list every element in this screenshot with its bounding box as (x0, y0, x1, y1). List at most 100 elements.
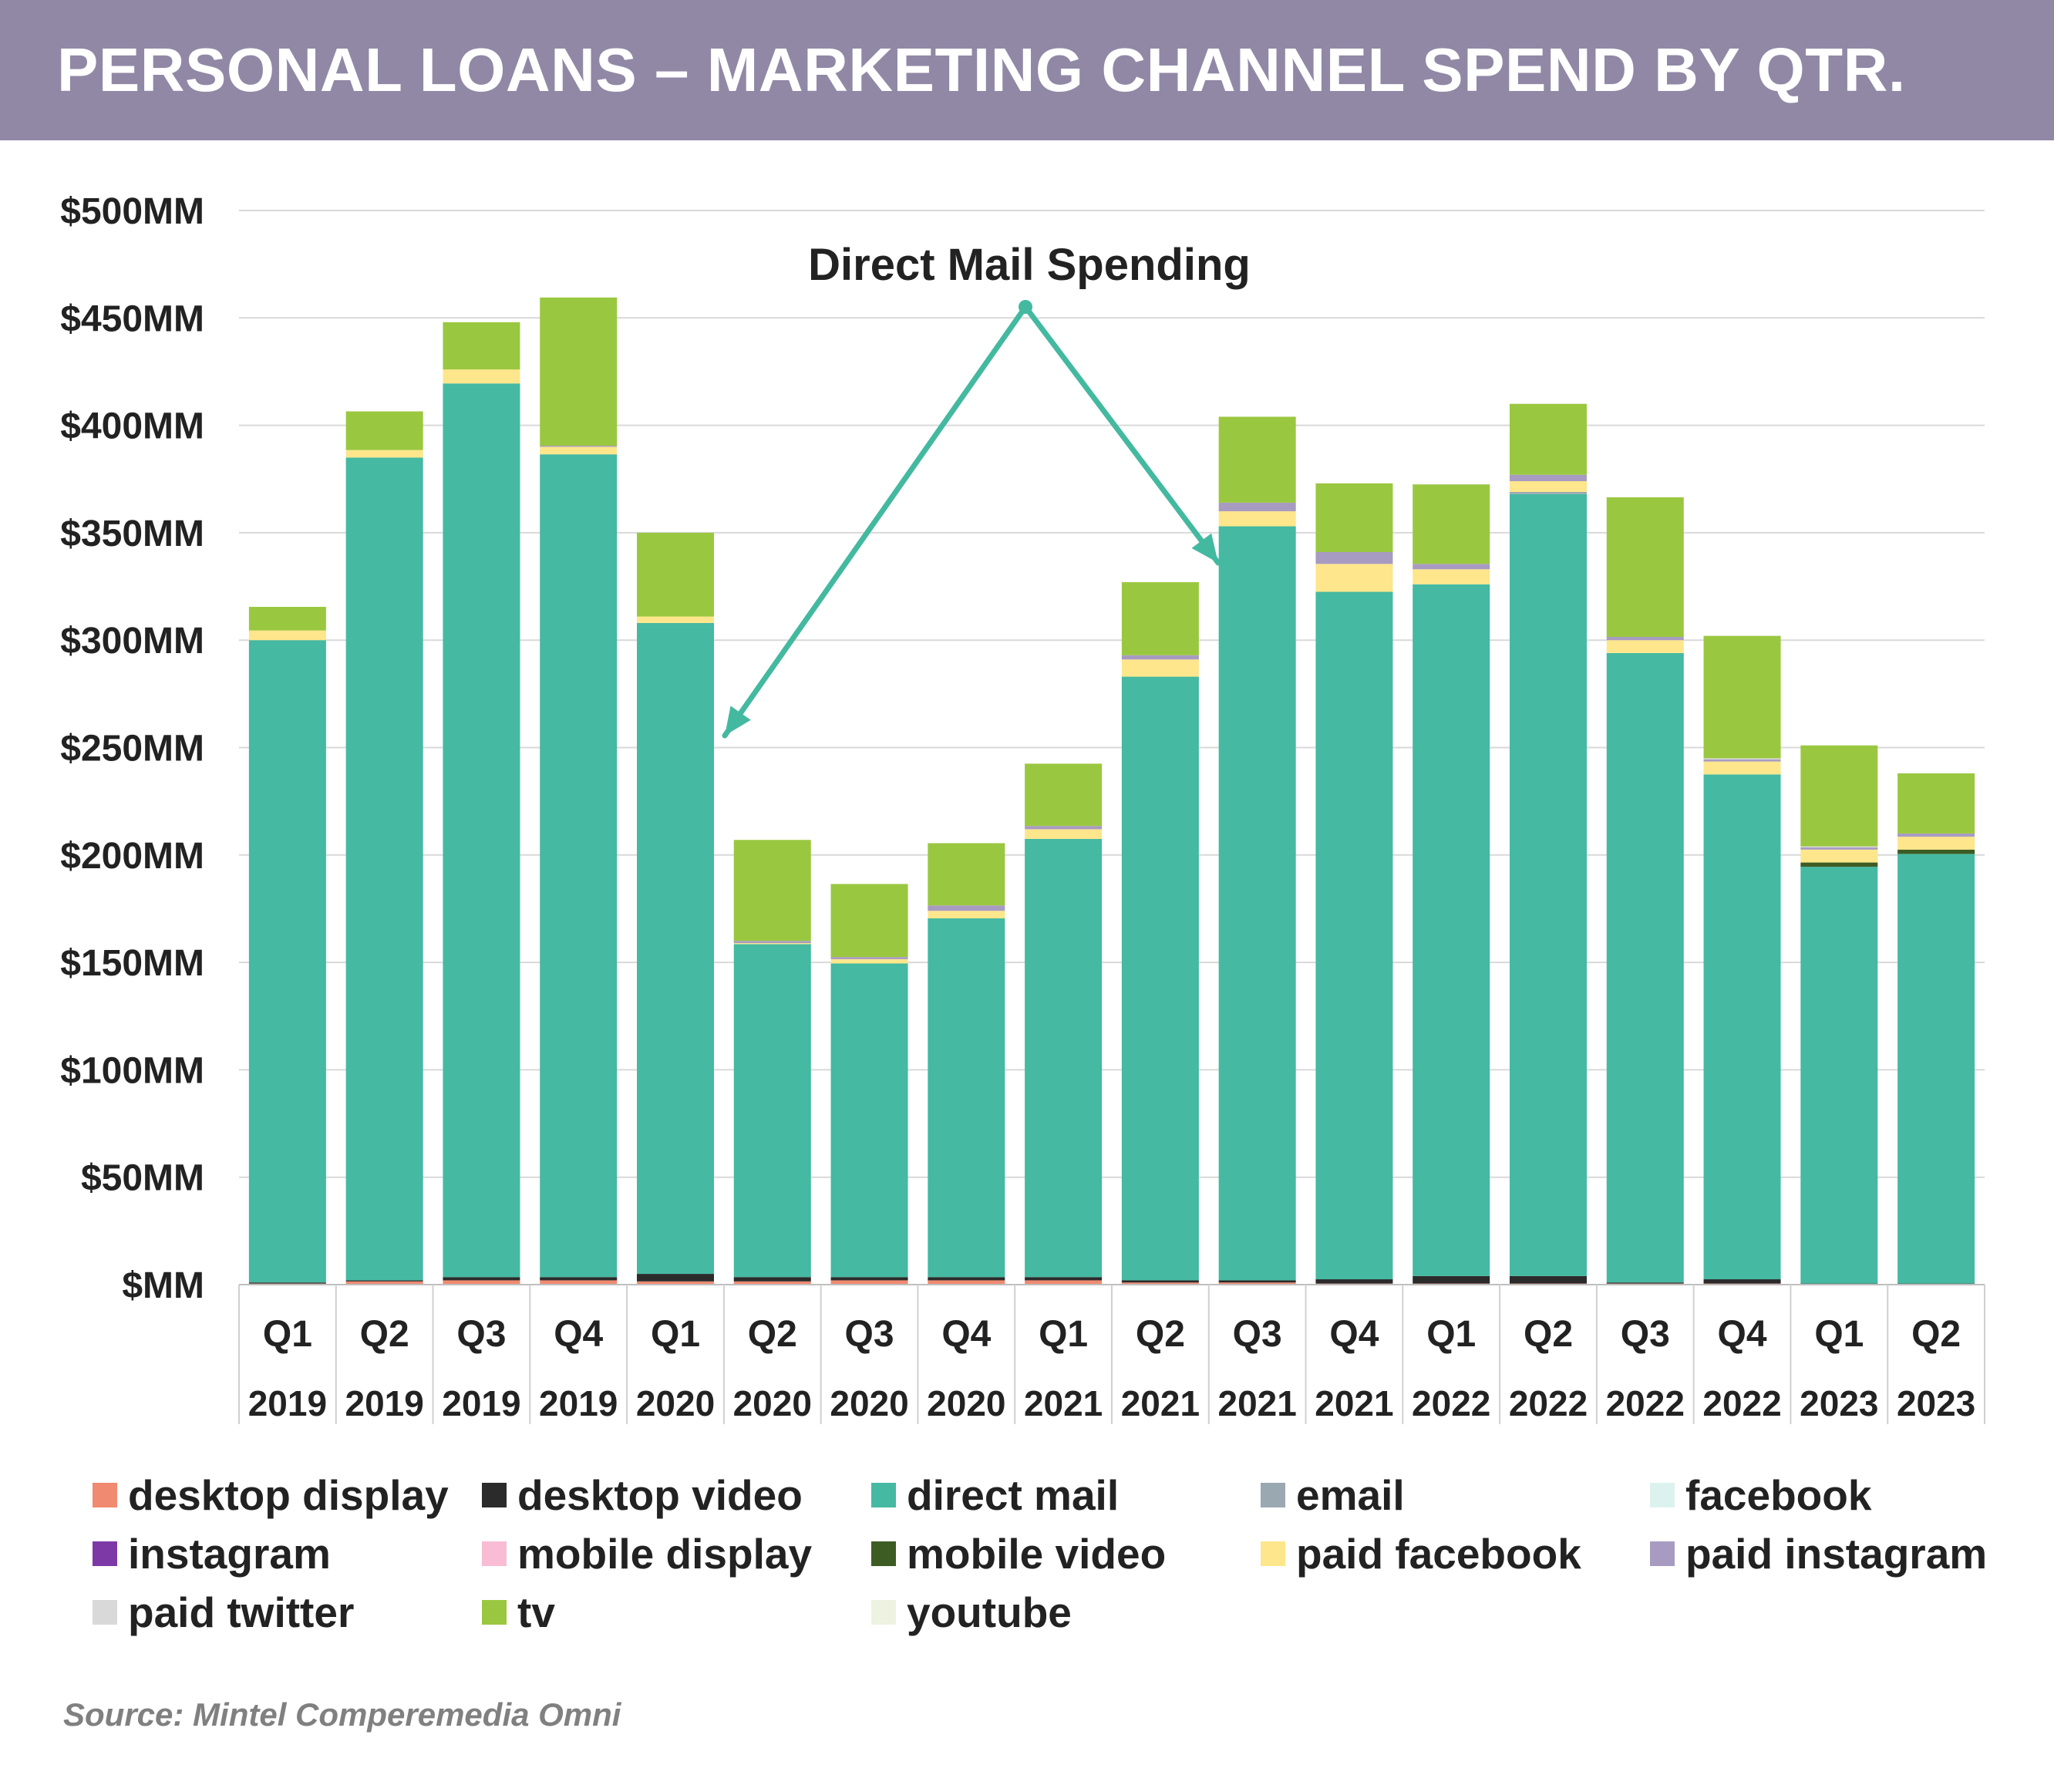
x-tick-year: 2019 (248, 1383, 327, 1423)
legend-item-mobile-video: mobile video (871, 1527, 1166, 1581)
bar-mobile-video (1800, 862, 1878, 867)
legend-swatch (871, 1483, 896, 1507)
y-axis: $MM $50MM $100MM $150MM $200MM $250MM $300MM $3… (60, 191, 204, 1306)
x-axis: Q1 2019 Q2 2019 Q3 2019 Q4 2019 Q1 2020 Q2 2020 Q3 20… (238, 1284, 1985, 1424)
bar-tv (1703, 635, 1781, 759)
bar-desktop-video (928, 1277, 1005, 1281)
bar-desktop-video (1413, 1275, 1490, 1284)
bar-tv (928, 843, 1005, 906)
y-tick-label: $450MM (60, 298, 204, 339)
bar-paid-instagram (1025, 826, 1103, 830)
bar-tv (1606, 497, 1684, 638)
bar-desktop-video (540, 1277, 618, 1281)
bar-desktop-display (1025, 1280, 1103, 1285)
bar-paid-instagram (1218, 502, 1296, 512)
bar-stack-Q1-2022 (1413, 484, 1490, 1285)
legend-label: instagram (128, 1530, 331, 1578)
legend-label: mobile display (517, 1530, 813, 1578)
legend-item-tv: tv (482, 1585, 555, 1639)
bar-tv (540, 297, 618, 446)
bar-tv (830, 884, 908, 958)
bar-paid-instagram (1413, 564, 1490, 570)
chart-area: $MM $50MM $100MM $150MM $200MM $250MM $300MM $3… (60, 191, 1985, 1424)
bar-stack-Q4-2022 (1703, 635, 1781, 1285)
bar-tv (1218, 416, 1296, 503)
x-tick-year: 2020 (733, 1383, 812, 1423)
x-tick-year: 2021 (1315, 1383, 1393, 1423)
bar-desktop-display (345, 1281, 423, 1285)
legend-label: youtube (907, 1588, 1072, 1636)
bar-stack-Q3-2021 (1218, 416, 1296, 1285)
bar-direct-mail (1218, 526, 1296, 1281)
bar-paid-facebook (1218, 511, 1296, 527)
bar-paid-facebook (1800, 849, 1878, 863)
legend-label: mobile video (907, 1530, 1167, 1578)
legend-swatch (1261, 1541, 1285, 1566)
y-tick-label: $250MM (60, 729, 204, 770)
x-tick-quarter: Q2 (360, 1314, 409, 1355)
legend-swatch (93, 1483, 117, 1507)
bar-direct-mail (443, 383, 520, 1278)
bar-desktop-display (1121, 1282, 1199, 1285)
x-tick-year: 2022 (1412, 1383, 1490, 1423)
legend-item-desktop-display: desktop display (93, 1468, 449, 1522)
legend-swatch (871, 1600, 896, 1625)
bar-tv (637, 532, 714, 617)
legend-label: email (1296, 1471, 1405, 1519)
bar-paid-facebook (1703, 761, 1781, 775)
y-tick-label: $500MM (60, 191, 204, 232)
y-tick-label: $50MM (81, 1158, 204, 1199)
bar-tv (733, 840, 811, 941)
y-tick-label: $300MM (60, 621, 204, 662)
bar-paid-instagram (1800, 847, 1878, 850)
bar-direct-mail (1413, 584, 1490, 1276)
bar-desktop-display (540, 1280, 618, 1285)
x-tick-quarter: Q1 (1814, 1314, 1864, 1355)
x-tick-quarter: Q3 (1621, 1314, 1670, 1355)
bar-desktop-video (1218, 1280, 1296, 1283)
bar-stack-Q2-2023 (1897, 773, 1975, 1285)
legend-label: paid facebook (1296, 1530, 1581, 1578)
bar-desktop-video (830, 1277, 908, 1281)
bar-direct-mail (1510, 493, 1587, 1276)
bar-direct-mail (1315, 591, 1393, 1280)
legend-label: tv (517, 1588, 555, 1636)
annotation-arrowhead (725, 706, 751, 736)
bar-desktop-video (1606, 1282, 1684, 1284)
bar-stack-Q4-2020 (928, 843, 1005, 1285)
x-tick-quarter: Q2 (748, 1314, 797, 1355)
bar-desktop-video (443, 1277, 520, 1281)
bar-tv (1025, 763, 1103, 827)
bar-desktop-display (443, 1280, 520, 1285)
bar-stack-Q2-2022 (1510, 403, 1587, 1285)
bar-paid-instagram (1510, 474, 1587, 482)
bar-direct-mail (345, 457, 423, 1281)
legend-label: desktop video (517, 1471, 803, 1519)
legend-swatch (1650, 1483, 1675, 1507)
bar-tv (1121, 581, 1199, 655)
legend-label: paid twitter (128, 1588, 355, 1636)
x-tick-quarter: Q2 (1911, 1314, 1961, 1355)
x-tick-quarter: Q3 (1233, 1314, 1282, 1355)
x-tick-quarter: Q3 (456, 1314, 506, 1355)
bar-stack-Q2-2020 (733, 840, 811, 1285)
legend-item-paid-instagram: paid instagram (1650, 1527, 1987, 1581)
y-tick-label: $150MM (60, 943, 204, 984)
bar-paid-facebook (928, 911, 1005, 918)
bar-desktop-video (637, 1274, 714, 1282)
legend-item-paid-twitter: paid twitter (93, 1585, 354, 1639)
x-tick-quarter: Q4 (941, 1314, 991, 1355)
bar-tv (248, 607, 326, 631)
bar-paid-instagram (1121, 655, 1199, 660)
bar-tv (1413, 484, 1490, 564)
annotation-arrow (1022, 304, 1221, 566)
x-tick-quarter: Q1 (1426, 1314, 1476, 1355)
bar-paid-facebook (733, 943, 811, 945)
y-tick-label: $100MM (60, 1050, 204, 1091)
bars (248, 297, 1975, 1285)
x-tick-year: 2021 (1121, 1383, 1200, 1423)
annotation-arrow (722, 304, 1029, 739)
legend-swatch (93, 1541, 117, 1566)
bar-desktop-video (1315, 1279, 1393, 1284)
gridlines (239, 210, 1985, 1178)
